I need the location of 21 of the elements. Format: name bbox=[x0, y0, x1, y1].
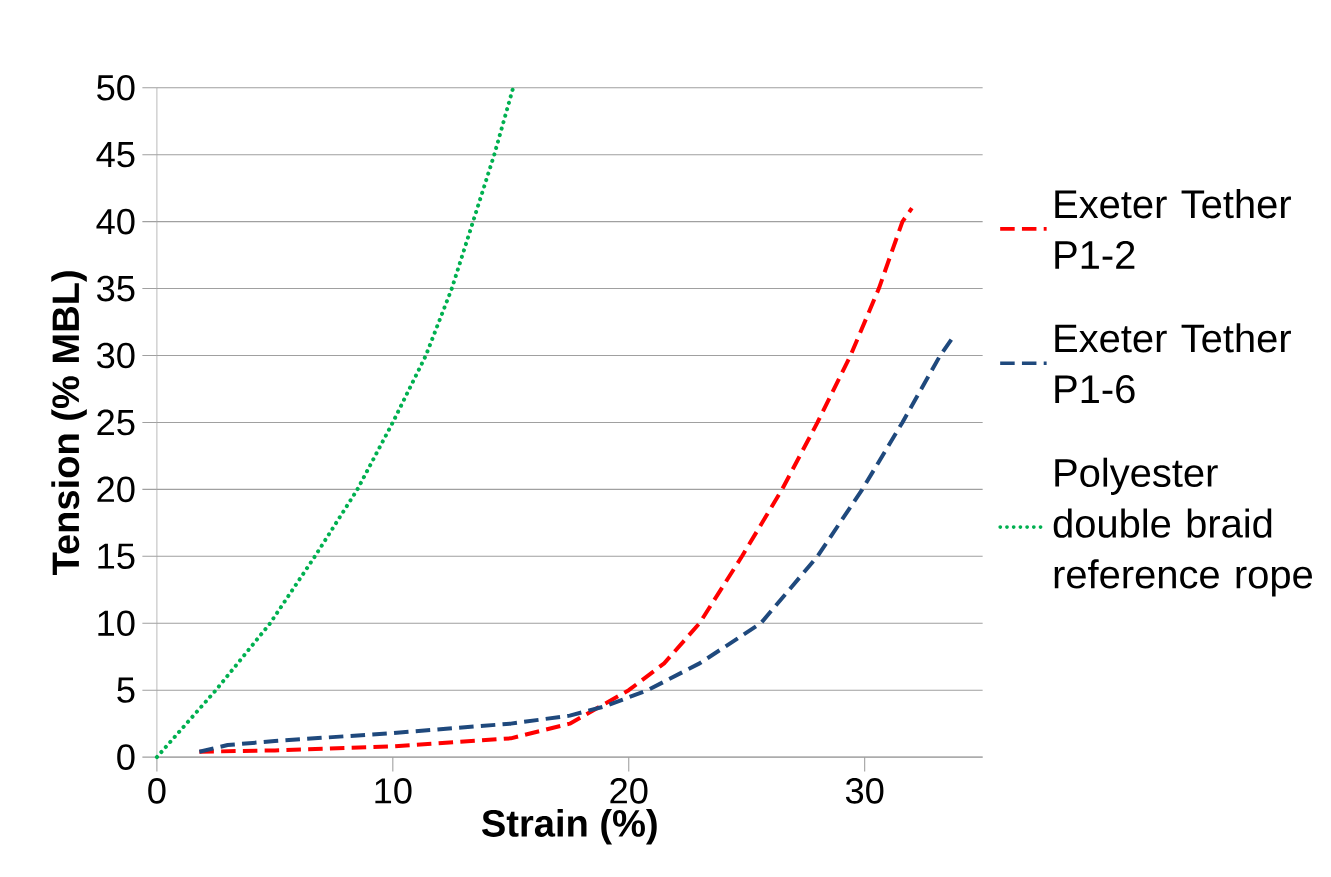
legend-label: Exeter Tether P1-2 bbox=[1055, 188, 1291, 269]
y-tick-label: 40 bbox=[96, 208, 135, 235]
y-tick-label: 45 bbox=[96, 141, 135, 168]
line-series bbox=[197, 206, 914, 754]
y-tick-label: 15 bbox=[98, 543, 135, 569]
x-tick-label: 10 bbox=[375, 777, 412, 804]
y-tick-label: 25 bbox=[97, 409, 135, 436]
y-tick-label: 20 bbox=[97, 476, 135, 503]
legend-label: Exeter Tether P1-6 bbox=[1055, 323, 1291, 404]
x-tick-label: 30 bbox=[845, 777, 884, 804]
y-axis-title: Tension (% MBL) bbox=[51, 271, 87, 575]
x-tick-label: 0 bbox=[148, 777, 166, 804]
y-tick-label: 5 bbox=[117, 677, 135, 703]
x-tick-label: 20 bbox=[610, 777, 648, 804]
y-tick-label: 10 bbox=[98, 610, 135, 636]
x-axis-title: Strain (%) bbox=[481, 808, 657, 845]
legend-label: Polyester double braid reference rope bbox=[1053, 457, 1312, 597]
y-tick-label: 30 bbox=[97, 342, 135, 369]
y-tick-label: 0 bbox=[117, 744, 135, 770]
y-tick-label: 50 bbox=[97, 74, 135, 101]
y-tick-label: 35 bbox=[97, 275, 135, 302]
